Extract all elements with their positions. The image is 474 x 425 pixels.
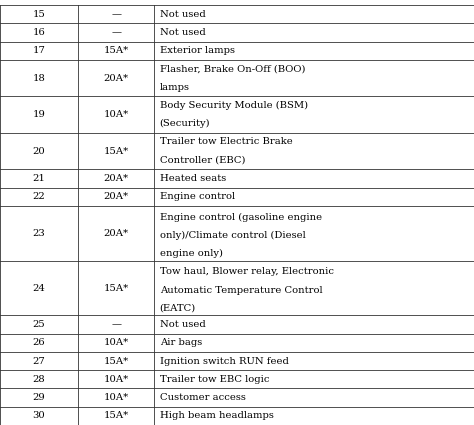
Text: 20A*: 20A*: [103, 74, 129, 82]
Text: 30: 30: [33, 411, 46, 420]
Text: 25: 25: [33, 320, 46, 329]
Text: Not used: Not used: [160, 28, 206, 37]
Text: 15: 15: [33, 10, 46, 19]
Text: (Security): (Security): [160, 119, 210, 128]
Text: Not used: Not used: [160, 320, 206, 329]
Text: 15A*: 15A*: [103, 411, 129, 420]
Text: Exterior lamps: Exterior lamps: [160, 46, 235, 55]
Text: (EATC): (EATC): [160, 304, 196, 313]
Text: 19: 19: [33, 110, 46, 119]
Text: 15A*: 15A*: [103, 46, 129, 55]
Text: 18: 18: [33, 74, 46, 82]
Text: —: —: [111, 28, 121, 37]
Text: 20A*: 20A*: [103, 192, 129, 201]
Text: Ignition switch RUN feed: Ignition switch RUN feed: [160, 357, 289, 366]
Text: 24: 24: [33, 283, 46, 292]
Text: 23: 23: [33, 229, 46, 238]
Text: —: —: [111, 320, 121, 329]
Text: Heated seats: Heated seats: [160, 174, 226, 183]
Text: 22: 22: [33, 192, 46, 201]
Text: 20A*: 20A*: [103, 229, 129, 238]
Text: Customer access: Customer access: [160, 393, 246, 402]
Text: 27: 27: [33, 357, 46, 366]
Text: 15A*: 15A*: [103, 283, 129, 292]
Text: 20A*: 20A*: [103, 174, 129, 183]
Text: 21: 21: [33, 174, 46, 183]
Text: 29: 29: [33, 393, 46, 402]
Text: 15A*: 15A*: [103, 357, 129, 366]
Text: Trailer tow Electric Brake: Trailer tow Electric Brake: [160, 137, 292, 146]
Text: 10A*: 10A*: [103, 110, 129, 119]
Text: High beam headlamps: High beam headlamps: [160, 411, 273, 420]
Text: —: —: [111, 10, 121, 19]
Text: 28: 28: [33, 375, 46, 384]
Text: Automatic Temperature Control: Automatic Temperature Control: [160, 286, 322, 295]
Text: Controller (EBC): Controller (EBC): [160, 156, 245, 164]
Text: Trailer tow EBC logic: Trailer tow EBC logic: [160, 375, 269, 384]
Text: 10A*: 10A*: [103, 375, 129, 384]
Text: Body Security Module (BSM): Body Security Module (BSM): [160, 101, 308, 110]
Text: 20: 20: [33, 147, 46, 156]
Text: Not used: Not used: [160, 10, 206, 19]
Text: Engine control: Engine control: [160, 192, 235, 201]
Text: engine only): engine only): [160, 249, 223, 258]
Text: 16: 16: [33, 28, 46, 37]
Text: 17: 17: [33, 46, 46, 55]
Text: 10A*: 10A*: [103, 338, 129, 347]
Text: lamps: lamps: [160, 82, 190, 91]
Text: only)/Climate control (Diesel: only)/Climate control (Diesel: [160, 231, 305, 240]
Text: Air bags: Air bags: [160, 338, 202, 347]
Text: Flasher, Brake On-Off (BOO): Flasher, Brake On-Off (BOO): [160, 64, 305, 73]
Text: 10A*: 10A*: [103, 393, 129, 402]
Text: 26: 26: [33, 338, 46, 347]
Text: Engine control (gasoline engine: Engine control (gasoline engine: [160, 212, 322, 221]
Text: 15A*: 15A*: [103, 147, 129, 156]
Text: Tow haul, Blower relay, Electronic: Tow haul, Blower relay, Electronic: [160, 267, 334, 276]
